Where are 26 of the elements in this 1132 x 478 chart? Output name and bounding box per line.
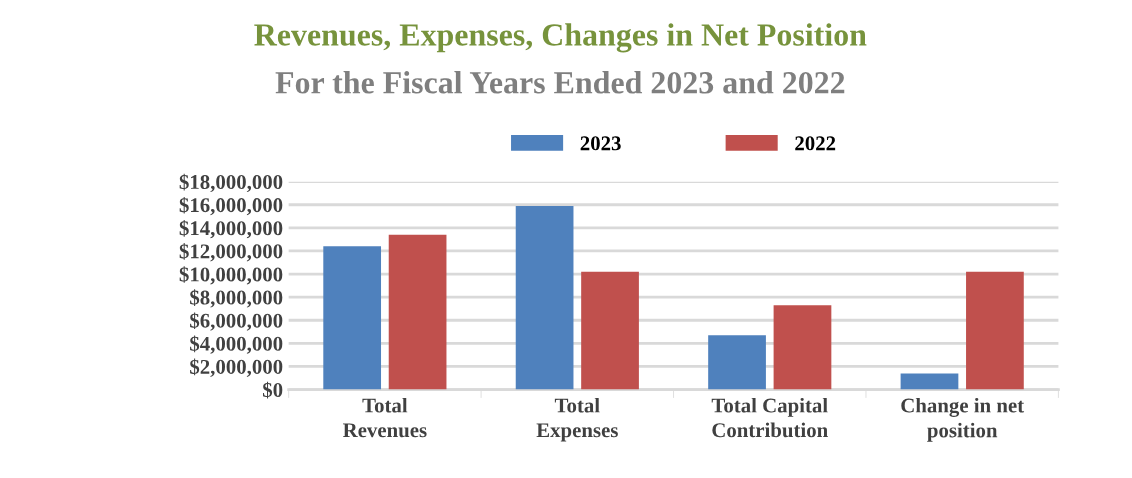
y-tick-label: $14,000,000	[179, 219, 283, 239]
x-tick-label: Change in net position	[901, 397, 1025, 442]
y-tick-label: $4,000,000	[190, 335, 283, 354]
chart-title: Revenues, Expenses, Changes in Net Position	[254, 23, 867, 53]
bar	[388, 234, 447, 390]
x-tick-label: Total Revenues	[342, 397, 427, 438]
bar	[773, 305, 832, 390]
y-tick-label: $16,000,000	[179, 196, 283, 216]
bar	[708, 335, 766, 390]
bar	[900, 373, 959, 390]
legend-label: 2023	[580, 136, 621, 151]
bar	[581, 271, 639, 390]
y-tick-label: $0	[263, 381, 283, 399]
bar	[323, 246, 382, 390]
bar	[515, 205, 574, 390]
bar	[966, 271, 1024, 390]
y-tick-label: $2,000,000	[190, 358, 283, 377]
x-tick-label: Total Capital Contribution	[711, 397, 828, 438]
y-tick-label: $18,000,000	[179, 173, 283, 193]
y-tick-label: $10,000,000	[179, 266, 283, 285]
y-tick-label: $8,000,000	[190, 289, 283, 308]
y-tick-label: $12,000,000	[179, 243, 283, 262]
y-tick-label: $6,000,000	[190, 312, 283, 331]
x-tick-label: Total Expenses	[536, 397, 618, 442]
chart-subtitle: For the Fiscal Years Ended 2023 and 2022	[275, 71, 845, 94]
legend-label: 2022	[795, 136, 836, 151]
